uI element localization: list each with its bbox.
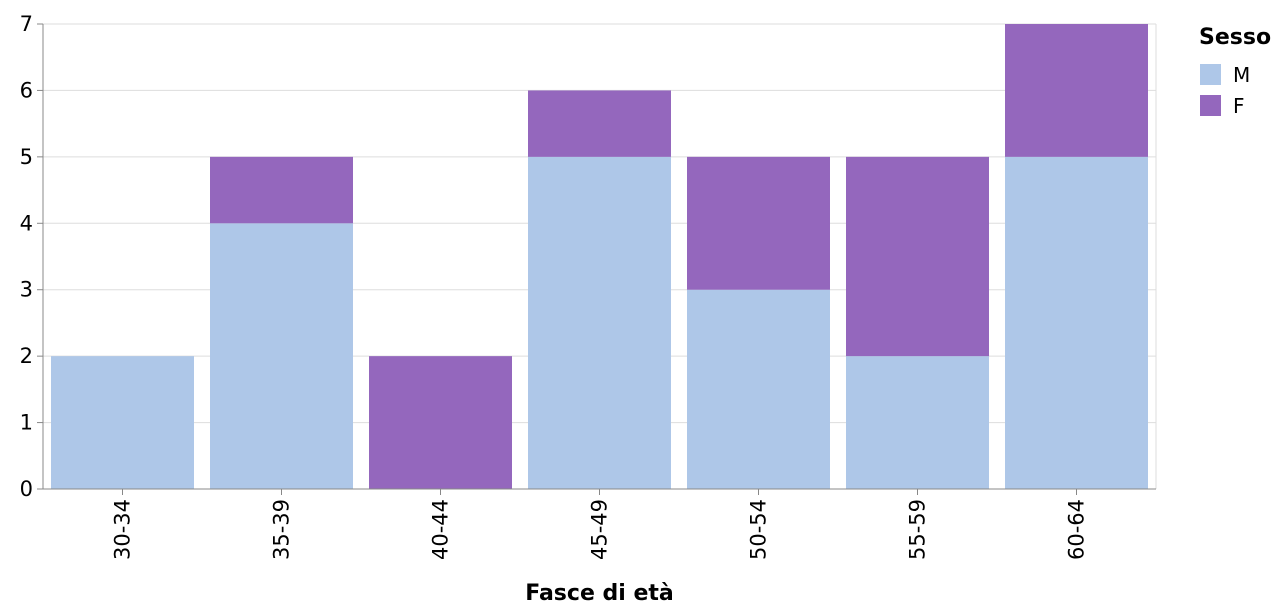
bar-F-60-64 bbox=[1005, 24, 1148, 157]
x-tick-label: 45-49 bbox=[588, 499, 612, 560]
y-tick-label: 1 bbox=[20, 411, 33, 435]
y-tick-label: 4 bbox=[20, 211, 33, 235]
legend-title: Sesso bbox=[1199, 25, 1271, 50]
bar-F-40-44 bbox=[369, 356, 512, 489]
bar-M-30-34 bbox=[51, 356, 194, 489]
y-tick-label: 7 bbox=[20, 12, 33, 36]
y-tick-label: 3 bbox=[20, 278, 33, 302]
bar-M-35-39 bbox=[210, 223, 353, 490]
x-axis-ticks: 30-34 35-39 40-44 45-49 50-54 55-59 60-64 bbox=[111, 489, 1089, 560]
bar-M-45-49 bbox=[528, 156, 671, 489]
bars bbox=[51, 24, 1148, 490]
y-tick-label: 0 bbox=[20, 477, 33, 501]
y-tick-label: 5 bbox=[20, 145, 33, 169]
bar-M-55-59 bbox=[846, 356, 989, 489]
y-tick-label: 6 bbox=[20, 78, 33, 102]
legend-swatch-F bbox=[1200, 95, 1221, 116]
bar-F-50-54 bbox=[687, 156, 830, 290]
legend-label-F: F bbox=[1233, 94, 1245, 118]
x-axis-title: Fasce di età bbox=[525, 581, 674, 604]
x-tick-label: 50-54 bbox=[747, 499, 771, 560]
x-tick-label: 30-34 bbox=[111, 499, 135, 560]
y-tick-label: 2 bbox=[20, 344, 33, 368]
bar-F-35-39 bbox=[210, 156, 353, 224]
x-tick-label: 35-39 bbox=[270, 499, 294, 560]
x-tick-label: 40-44 bbox=[429, 499, 453, 560]
bar-M-60-64 bbox=[1005, 156, 1148, 489]
legend-label-M: M bbox=[1233, 63, 1250, 87]
legend-swatch-M bbox=[1200, 64, 1221, 85]
legend: Sesso MF bbox=[1199, 25, 1271, 118]
x-tick-label: 55-59 bbox=[906, 499, 930, 560]
bar-F-55-59 bbox=[846, 156, 989, 357]
bar-M-50-54 bbox=[687, 289, 830, 489]
bar-F-45-49 bbox=[528, 90, 671, 157]
x-tick-label: 60-64 bbox=[1065, 499, 1089, 560]
y-axis-ticks: 0 1 2 3 4 5 6 7 bbox=[20, 12, 43, 501]
